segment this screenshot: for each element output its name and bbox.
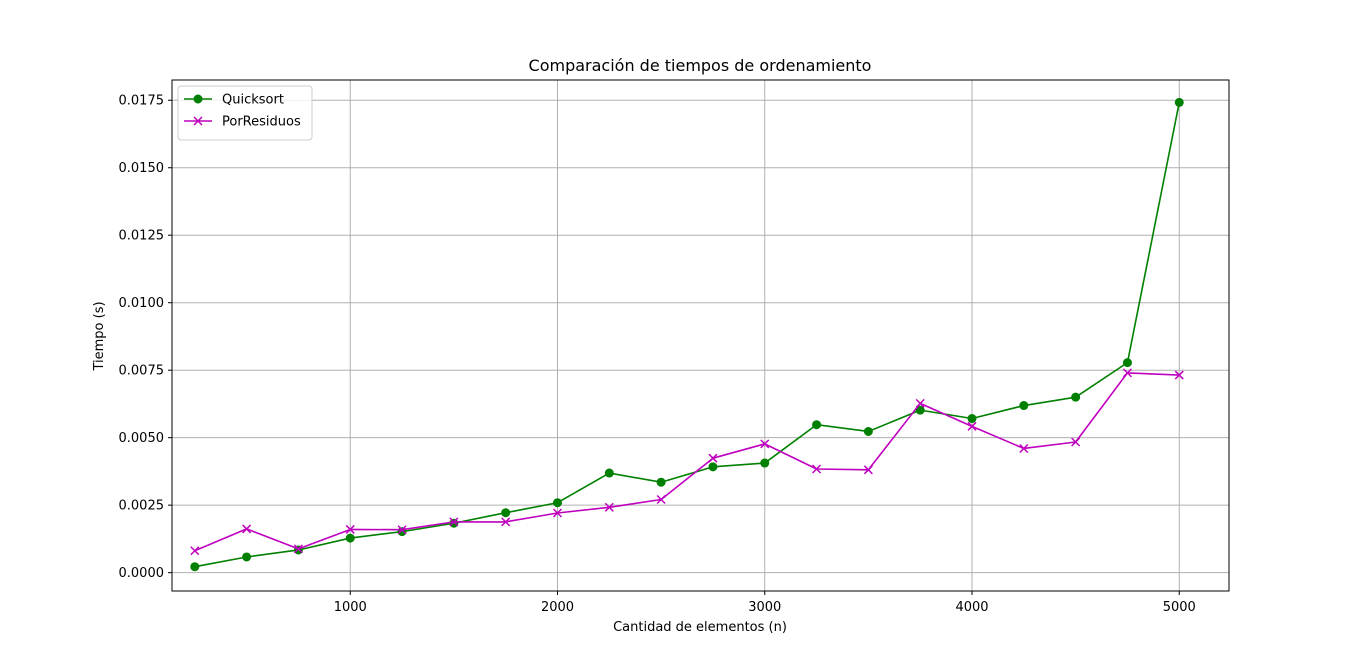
porresiduos-point [1122, 368, 1132, 378]
porresiduos-point [1174, 370, 1184, 380]
quicksort-point [708, 462, 718, 472]
porresiduos-point [708, 453, 718, 463]
porresiduos-point [397, 525, 407, 535]
porresiduos-point [190, 546, 200, 556]
x-tick-label: 3000 [748, 600, 781, 615]
porresiduos-point [812, 464, 822, 474]
chart-title: Comparación de tiempos de ordenamiento [529, 56, 872, 75]
quicksort-point [501, 508, 511, 518]
y-tick-label: 0.0150 [119, 161, 165, 176]
y-tick-label: 0.0100 [119, 296, 165, 311]
tick-layer: 1000 2000 3000 4000 5000 0.0000 0.0025 0.0050 0.… [119, 94, 1196, 615]
legend-label-quicksort: Quicksort [222, 93, 284, 108]
porresiduos-point [863, 465, 873, 475]
porresiduos-point [967, 421, 977, 431]
porresiduos-point [552, 508, 563, 518]
quicksort-point [760, 458, 770, 468]
quicksort-point [967, 414, 977, 424]
quicksort-point [656, 477, 666, 487]
porresiduos-point [656, 494, 666, 505]
series-layer [190, 97, 1184, 572]
quicksort-point [604, 468, 614, 478]
x-tick-label: 4000 [955, 600, 988, 615]
legend-marker-quicksort [193, 94, 203, 104]
porresiduos-point [293, 544, 303, 554]
legend: Quicksort PorResiduos [177, 85, 313, 141]
quicksort-point [242, 552, 252, 562]
quicksort-point [812, 420, 822, 430]
quicksort-point [449, 518, 459, 528]
quicksort-point [1019, 401, 1029, 411]
porresiduos-point [1019, 443, 1029, 454]
porresiduos-point [449, 517, 459, 527]
quicksort-point [552, 498, 562, 508]
y-tick-label: 0.0075 [119, 364, 165, 379]
quicksort-point [863, 426, 873, 436]
quicksort-point [345, 533, 355, 543]
y-tick-label: 0.0050 [119, 431, 165, 446]
porresiduos-point [915, 398, 925, 408]
x-tick-label: 2000 [541, 600, 574, 615]
quicksort-point [1174, 97, 1184, 107]
porresiduos-point [1071, 437, 1081, 447]
quicksort-point [1122, 358, 1132, 368]
porresiduos-point [760, 439, 770, 449]
grid-layer [172, 80, 1229, 591]
y-tick-label: 0.0125 [119, 229, 165, 244]
legend-label-porresiduos: PorResiduos [222, 115, 301, 130]
quicksort-point [190, 562, 200, 572]
porresiduos-point [345, 524, 355, 534]
legend-marker-porresiduos [193, 116, 203, 126]
porresiduos-point [242, 524, 252, 534]
y-tick-label: 0.0000 [119, 566, 165, 581]
axes-frame [171, 79, 1230, 592]
y-tick-label: 0.0025 [119, 499, 165, 514]
quicksort-line [194, 102, 1181, 568]
porresiduos-line [194, 372, 1180, 552]
y-tick-label: 0.0175 [119, 94, 165, 109]
y-axis-label: Tiempo (s) [92, 301, 107, 371]
porresiduos-point [501, 517, 511, 527]
quicksort-point [915, 405, 925, 415]
x-tick-label: 1000 [334, 600, 367, 615]
x-axis-label: Cantidad de elementos (n) [613, 620, 787, 635]
porresiduos-point [604, 502, 614, 512]
x-tick-label: 5000 [1163, 600, 1196, 615]
quicksort-point [1071, 392, 1081, 402]
